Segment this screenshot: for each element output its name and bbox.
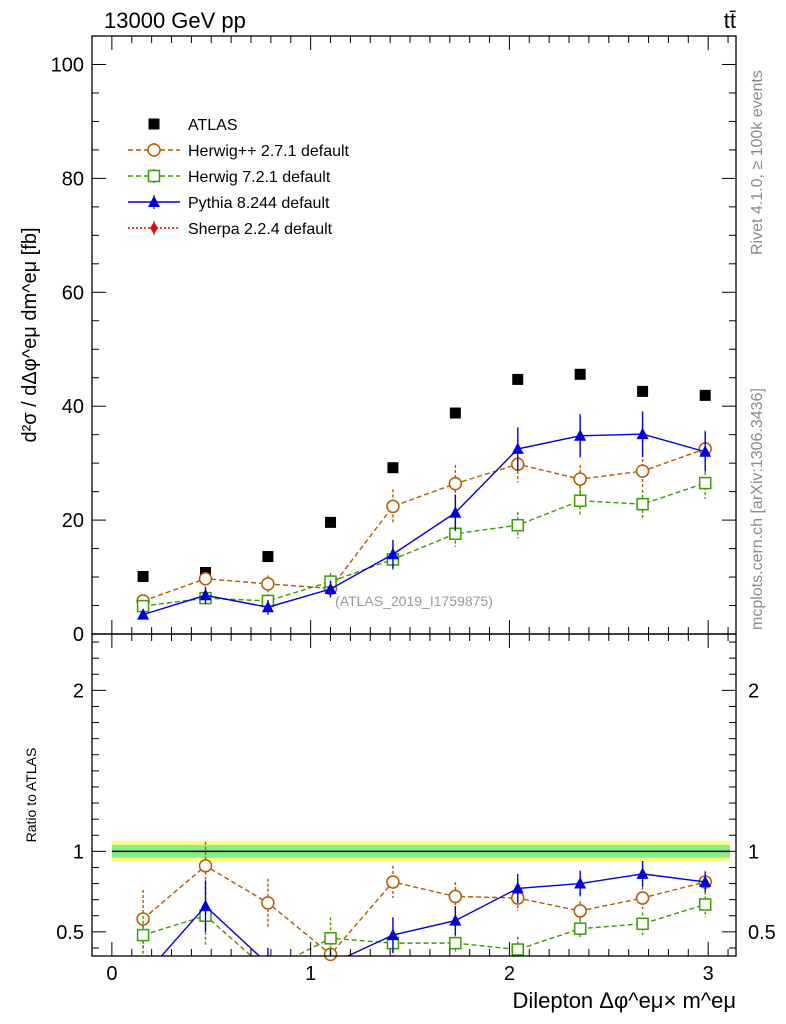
- ratio-point-pythia-8-244-default-8: [636, 867, 649, 879]
- ratio-ytick-label-left-2: 2: [73, 680, 84, 702]
- main-point-pythia-8-244-default-3: [324, 582, 337, 595]
- ratio-y-axis-label: Ratio to ATLAS: [23, 748, 39, 843]
- main-point-herwig-2-7-1-default-7: [573, 472, 587, 486]
- main-point-atlas-4: [387, 462, 399, 474]
- main-point-pythia-8-244-default-6: [511, 442, 524, 454]
- ratio-point-herwig-2-7-1-default-2: [261, 896, 275, 910]
- legend-marker-herwig-2-7-1-default: [147, 143, 161, 157]
- ratio-point-pythia-8-244-default-1: [199, 899, 212, 912]
- main-point-herwig-2-7-1-default-8: [635, 464, 650, 478]
- ratio-point-herwig-7-2-1-default-9: [698, 898, 712, 911]
- x-axis-label: Dilepton Δφ^eμ× m^eμ: [512, 988, 736, 1013]
- mcplots-label: mcplots.cern.ch [arXiv:1306.3436]: [749, 388, 766, 630]
- legend-label-herwig-2-7-1-default: Herwig++ 2.7.1 default: [188, 143, 350, 160]
- xtick-label-2: 2: [504, 963, 515, 985]
- ratio-ytick-label-right-1: 1: [748, 841, 759, 863]
- rivet-version-label: Rivet 4.1.0, ≥ 100k events: [749, 70, 766, 255]
- main-point-herwig-7-2-1-default-6: [511, 518, 525, 532]
- process-label: tt̄: [724, 8, 736, 33]
- ratio-point-herwig-7-2-1-default-6: [511, 943, 525, 956]
- main-point-atlas-5: [449, 407, 461, 419]
- main-point-atlas-7: [574, 368, 586, 380]
- ratio-point-pythia-8-244-default-9: [699, 875, 712, 887]
- main-point-atlas-3: [325, 516, 337, 528]
- energy-label: 13000 GeV pp: [104, 8, 246, 33]
- ratio-ytick-label-right-0: 0.5: [748, 922, 776, 944]
- legend-marker-atlas: [148, 118, 160, 130]
- main-ytick-label-40: 40: [62, 396, 84, 418]
- main-point-herwig-7-2-1-default-7: [573, 494, 587, 507]
- ratio-point-herwig-2-7-1-default-5: [448, 889, 463, 904]
- ratio-line-herwig-7-2-1-default: [142, 903, 706, 956]
- main-point-atlas-2: [262, 551, 274, 563]
- legend-marker-pythia-8-244-default: [148, 195, 160, 207]
- legend-label-sherpa-2-2-4-default: Sherpa 2.2.4 default: [188, 221, 333, 238]
- main-point-herwig-2-7-1-default-1: [198, 572, 213, 586]
- main-line-pythia-8-244-default: [142, 433, 706, 616]
- ratio-point-herwig-7-2-1-default-8: [636, 917, 649, 931]
- main-point-pythia-8-244-default-4: [386, 547, 399, 560]
- legend-marker-herwig-7-2-1-default: [147, 169, 161, 183]
- main-point-atlas-8: [637, 385, 649, 397]
- main-point-pythia-8-244-default-1: [199, 588, 212, 601]
- main-ytick-label-20: 20: [62, 510, 84, 532]
- main-point-pythia-8-244-default-8: [636, 427, 649, 440]
- main-point-herwig-2-7-1-default-5: [448, 476, 463, 491]
- main-point-pythia-8-244-default-5: [449, 506, 462, 518]
- main-point-herwig-2-7-1-default-4: [386, 499, 400, 514]
- ratio-ytick-label-left-0: 0.5: [56, 922, 84, 944]
- legend-label-pythia-8-244-default: Pythia 8.244 default: [188, 195, 330, 212]
- legend-label-atlas: ATLAS: [188, 117, 238, 134]
- ratio-point-herwig-2-7-1-default-8: [635, 891, 650, 905]
- legend-marker-sherpa-2-2-4-default: [150, 222, 158, 234]
- main-point-atlas-9: [699, 389, 711, 401]
- main-point-atlas-6: [512, 373, 524, 385]
- main-ytick-label-80: 80: [62, 168, 84, 190]
- ratio-frame: [91, 633, 737, 957]
- ratio-point-pythia-8-244-default-4: [386, 928, 399, 941]
- main-line-herwig-7-2-1-default: [142, 482, 706, 607]
- main-point-pythia-8-244-default-0: [137, 608, 150, 620]
- ratio-line-herwig-2-7-1-default: [142, 864, 706, 956]
- xtick-label-3: 3: [703, 963, 714, 985]
- xtick-label-0: 0: [106, 963, 117, 985]
- ratio-line-pythia-8-244-default: [160, 873, 706, 956]
- ratio-point-herwig-7-2-1-default-7: [573, 922, 587, 935]
- ratio-point-herwig-7-2-1-default-5: [449, 936, 462, 950]
- ratio-ytick-label-left-1: 1: [73, 841, 84, 863]
- main-point-pythia-8-244-default-9: [699, 445, 712, 457]
- main-point-herwig-2-7-1-default-2: [261, 577, 275, 591]
- main-ytick-label-60: 60: [62, 282, 84, 304]
- ratio-point-pythia-8-244-default-6: [511, 881, 524, 894]
- main-y-axis-label: d²σ / dΔφ^eμ dm^eμ [fb]: [19, 228, 41, 443]
- ratio-point-herwig-2-7-1-default-7: [573, 904, 587, 918]
- ratio-point-herwig-7-2-1-default-3: [324, 932, 337, 945]
- main-ytick-label-0: 0: [73, 624, 84, 646]
- ratio-point-pythia-8-244-default-7: [574, 877, 587, 889]
- main-line-herwig-2-7-1-default: [142, 448, 706, 602]
- legend-label-herwig-7-2-1-default: Herwig 7.2.1 default: [188, 169, 331, 186]
- xtick-label-1: 1: [305, 963, 316, 985]
- ratio-point-herwig-2-7-1-default-4: [386, 875, 400, 889]
- ratio-ytick-label-right-2: 2: [748, 680, 759, 702]
- main-point-herwig-7-2-1-default-8: [636, 497, 649, 511]
- main-point-herwig-7-2-1-default-9: [698, 476, 712, 490]
- chart-marks: [136, 368, 712, 962]
- main-point-pythia-8-244-default-2: [261, 600, 274, 613]
- main-point-pythia-8-244-default-7: [574, 429, 587, 441]
- ratio-panel: [111, 840, 731, 862]
- ratio-point-pythia-8-244-default-5: [449, 914, 462, 926]
- ratio-point-herwig-2-7-1-default-1: [198, 859, 213, 873]
- ratio-point-herwig-2-7-1-default-0: [136, 912, 150, 926]
- main-point-atlas-0: [137, 570, 149, 582]
- ratio-point-herwig-7-2-1-default-0: [136, 928, 150, 942]
- analysis-annotation: (ATLAS_2019_I1759875): [335, 593, 493, 609]
- main-ytick-label-100: 100: [51, 54, 84, 76]
